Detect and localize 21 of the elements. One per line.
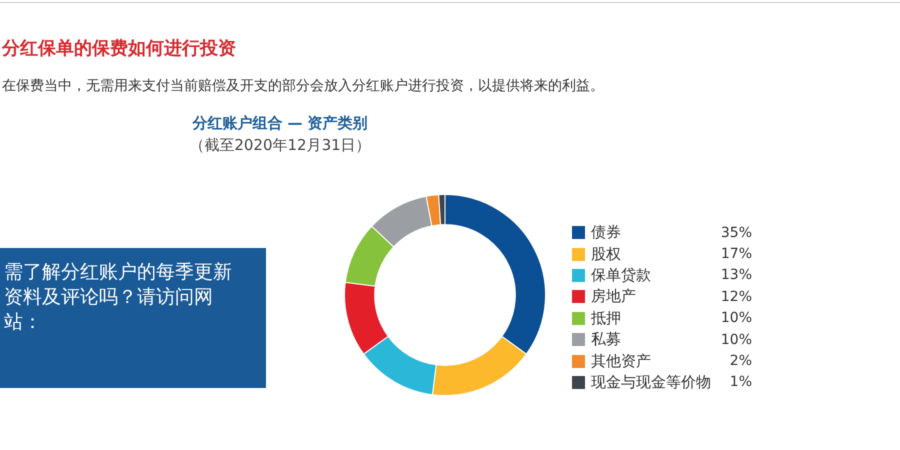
legend-label: 抵押	[591, 308, 622, 328]
chart-subtitle: （截至2020年12月31日）	[188, 136, 372, 155]
text: 分红保单的保费如何进行投资	[2, 37, 236, 60]
data-label: 10%	[720, 332, 752, 348]
data-label: 10%	[720, 310, 752, 326]
data-label: 13%	[720, 267, 752, 284]
legend-label: 其他资产	[591, 352, 652, 371]
data-label: 2%	[730, 353, 752, 370]
legend-label: 股权	[591, 244, 622, 264]
legend-label: 私募	[591, 330, 622, 350]
data-label: 17%	[720, 246, 752, 262]
data-label: 12%	[720, 288, 752, 305]
legend-label: 债券	[591, 223, 622, 242]
text: 在保费当中，无需用来支付当前赔偿及开支的部分会放入分红账户进行投资，以提供将来的利益。	[2, 77, 604, 95]
data-label: 35%	[720, 224, 752, 241]
legend-label: 保单贷款	[591, 266, 652, 285]
chart-title: 分红账户组合 — 资产类别	[191, 114, 369, 133]
data-label: 1%	[730, 374, 752, 390]
info-panel: 需了解分红账户的每季更新资料及评论吗？请访问网站：	[0, 248, 266, 388]
legend-label: 房地产	[591, 287, 637, 306]
legend-label: 现金与现金等价物	[591, 372, 712, 392]
